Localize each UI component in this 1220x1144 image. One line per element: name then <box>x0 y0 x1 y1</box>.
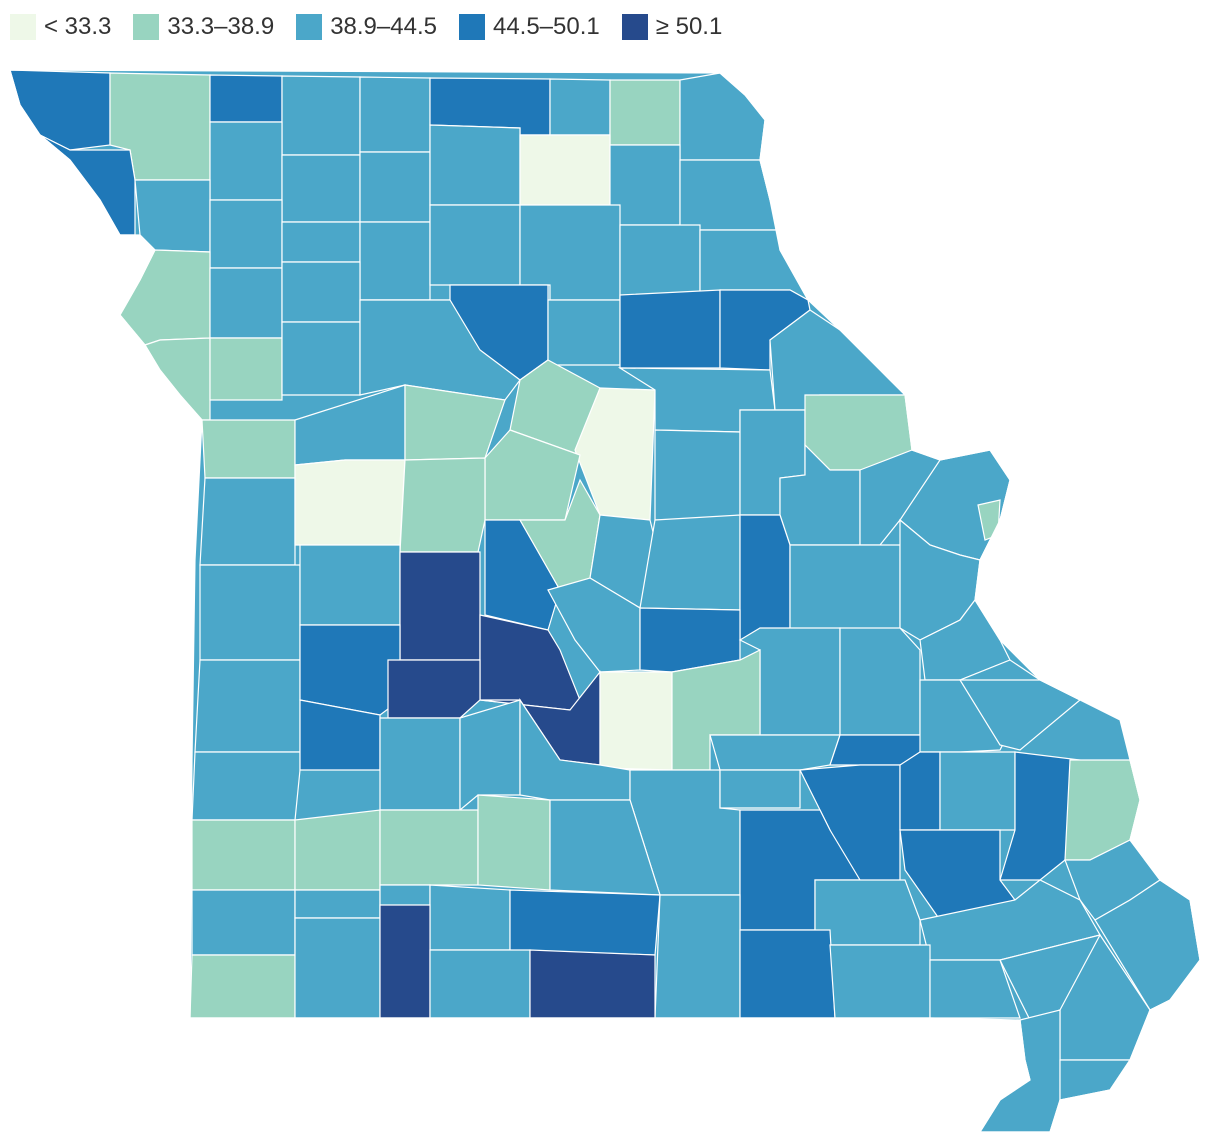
county-region <box>209 337 283 401</box>
legend-label: 33.3–38.9 <box>167 13 275 40</box>
county-region <box>739 929 836 1019</box>
county-region <box>679 159 781 231</box>
county-region <box>609 79 681 146</box>
county-region <box>829 944 931 1019</box>
legend-item-ge-50-1: ≥ 50.1 <box>621 13 723 40</box>
county-region <box>429 949 531 1019</box>
county-region <box>294 917 381 1019</box>
county-region <box>299 544 401 626</box>
county-region <box>359 76 431 153</box>
county-region <box>619 289 721 369</box>
county-region <box>199 564 301 661</box>
county-region <box>547 299 621 366</box>
county-region <box>387 659 481 719</box>
county-region <box>294 459 406 546</box>
county-region <box>939 751 1016 831</box>
legend-item-lt-33-3: < 33.3 <box>10 14 111 40</box>
county-region <box>654 894 741 1019</box>
county-region <box>281 261 361 323</box>
county-region <box>10 70 111 151</box>
legend-item-44-5-50-1: 44.5–50.1 <box>458 13 600 40</box>
county-region <box>399 457 486 553</box>
county-region <box>619 224 701 301</box>
county-region <box>549 78 611 136</box>
county-region <box>899 829 1017 921</box>
county-region <box>899 751 941 831</box>
legend-swatch <box>621 14 648 40</box>
county-region <box>199 477 296 566</box>
county-region <box>459 699 521 812</box>
county-region <box>789 544 901 631</box>
county-region <box>191 889 296 956</box>
legend-swatch <box>133 14 160 40</box>
legend-item-33-3-38-9: 33.3–38.9 <box>133 14 274 40</box>
legend-label: 44.5–50.1 <box>492 13 600 40</box>
county-region <box>839 627 921 736</box>
county-region <box>529 949 656 1019</box>
county-region <box>429 884 511 951</box>
county-region <box>209 121 283 201</box>
county-region <box>201 419 296 479</box>
county-region <box>519 134 611 206</box>
county-region <box>477 794 551 891</box>
county-region <box>294 889 381 919</box>
county-region <box>191 819 296 891</box>
county-region <box>639 514 741 611</box>
county-region <box>194 659 301 753</box>
county-region <box>281 154 361 223</box>
county-region <box>299 624 401 716</box>
county-region <box>654 429 741 521</box>
county-region <box>399 551 481 661</box>
county-region <box>209 267 283 339</box>
county-region <box>599 671 673 771</box>
legend-label: ≥ 50.1 <box>655 13 723 40</box>
county-region <box>1059 1059 1132 1101</box>
county-region <box>739 514 791 641</box>
county-region <box>379 717 461 811</box>
state-outline <box>9 69 1201 1133</box>
county-layer <box>10 70 1200 1132</box>
county-region <box>209 199 283 269</box>
county-region <box>509 889 661 956</box>
county-region <box>429 124 521 206</box>
legend-swatch <box>10 14 36 40</box>
map-legend: < 33.3 33.3–38.9 38.9–44.5 44.5–50.1 ≥ 5… <box>10 10 722 44</box>
county-region <box>719 769 801 809</box>
county-region <box>958 679 1082 751</box>
county-region <box>281 321 361 396</box>
county-region <box>929 959 1021 1019</box>
county-region <box>709 734 841 771</box>
county-region <box>281 221 361 263</box>
county-region <box>209 74 283 123</box>
county-region <box>189 954 296 1019</box>
county-region <box>191 751 301 821</box>
county-region <box>379 904 431 1019</box>
legend-label: 38.9–44.5 <box>330 13 437 40</box>
county-region <box>281 75 361 156</box>
county-region <box>679 72 766 161</box>
legend-swatch <box>458 14 485 40</box>
county-region <box>359 151 431 223</box>
county-region <box>359 299 521 401</box>
legend-swatch <box>296 14 323 40</box>
legend-label: < 33.3 <box>44 13 112 40</box>
county-region <box>379 809 479 886</box>
county-region <box>484 519 561 631</box>
county-region <box>39 134 136 236</box>
county-region <box>294 809 381 891</box>
legend-item-38-9-44-5: 38.9–44.5 <box>296 14 437 40</box>
county-region <box>144 337 211 421</box>
county-region <box>429 204 521 286</box>
county-region <box>359 221 431 301</box>
